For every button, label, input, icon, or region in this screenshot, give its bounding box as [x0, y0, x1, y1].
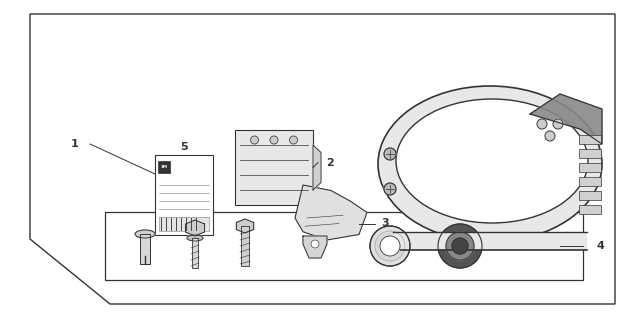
FancyBboxPatch shape	[579, 149, 601, 158]
Text: 1: 1	[71, 139, 79, 149]
Text: 2: 2	[326, 158, 334, 167]
FancyBboxPatch shape	[140, 234, 150, 264]
Text: 4: 4	[596, 241, 604, 251]
Circle shape	[270, 136, 278, 144]
Text: 5: 5	[180, 142, 188, 152]
Circle shape	[370, 226, 410, 266]
Circle shape	[250, 136, 259, 144]
Circle shape	[380, 236, 400, 256]
Circle shape	[384, 183, 396, 195]
Circle shape	[380, 236, 400, 256]
Circle shape	[545, 131, 555, 141]
Polygon shape	[530, 94, 602, 144]
Polygon shape	[303, 236, 327, 258]
Polygon shape	[186, 220, 205, 236]
Circle shape	[537, 119, 547, 129]
Polygon shape	[30, 14, 615, 304]
Polygon shape	[295, 185, 367, 240]
FancyBboxPatch shape	[579, 177, 601, 186]
FancyBboxPatch shape	[159, 217, 209, 231]
Ellipse shape	[378, 86, 602, 242]
Polygon shape	[236, 219, 253, 233]
FancyBboxPatch shape	[158, 161, 170, 173]
Ellipse shape	[135, 230, 155, 238]
FancyBboxPatch shape	[579, 205, 601, 214]
Circle shape	[370, 226, 410, 266]
Text: 3M: 3M	[161, 165, 168, 169]
FancyBboxPatch shape	[393, 232, 587, 250]
FancyBboxPatch shape	[192, 238, 198, 268]
FancyBboxPatch shape	[105, 212, 583, 280]
FancyBboxPatch shape	[579, 163, 601, 172]
Circle shape	[311, 240, 319, 248]
Circle shape	[289, 136, 298, 144]
FancyBboxPatch shape	[241, 226, 249, 266]
FancyBboxPatch shape	[579, 191, 601, 200]
Polygon shape	[313, 145, 321, 190]
FancyBboxPatch shape	[158, 161, 210, 173]
Circle shape	[438, 224, 482, 268]
Text: 3: 3	[381, 219, 389, 228]
FancyBboxPatch shape	[235, 130, 313, 205]
Circle shape	[446, 232, 474, 260]
Circle shape	[452, 238, 468, 254]
Ellipse shape	[187, 235, 203, 241]
Circle shape	[553, 119, 563, 129]
Circle shape	[375, 231, 405, 261]
Circle shape	[384, 148, 396, 160]
Ellipse shape	[396, 99, 588, 223]
FancyBboxPatch shape	[579, 135, 601, 144]
FancyBboxPatch shape	[155, 155, 213, 235]
